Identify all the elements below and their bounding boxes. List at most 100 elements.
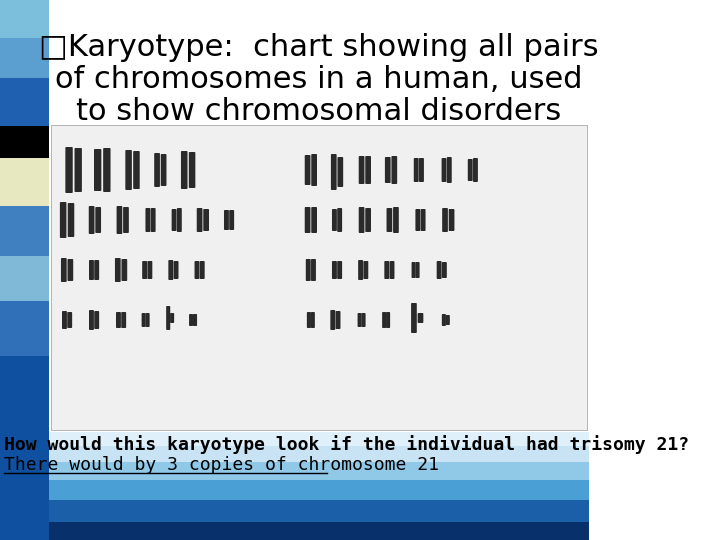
FancyBboxPatch shape xyxy=(364,261,369,279)
FancyBboxPatch shape xyxy=(189,314,193,326)
FancyBboxPatch shape xyxy=(161,154,166,186)
Bar xyxy=(0,432,589,446)
FancyBboxPatch shape xyxy=(442,208,448,232)
FancyBboxPatch shape xyxy=(393,207,399,233)
FancyBboxPatch shape xyxy=(385,157,391,183)
FancyBboxPatch shape xyxy=(419,158,424,182)
Text: How would this karyotype look if the individual had trisomy 21?: How would this karyotype look if the ind… xyxy=(4,435,689,455)
FancyBboxPatch shape xyxy=(122,259,127,281)
FancyBboxPatch shape xyxy=(359,156,364,184)
FancyBboxPatch shape xyxy=(142,261,147,279)
FancyBboxPatch shape xyxy=(89,310,94,330)
Bar xyxy=(0,0,49,38)
FancyBboxPatch shape xyxy=(197,208,202,232)
FancyBboxPatch shape xyxy=(171,209,176,231)
FancyBboxPatch shape xyxy=(68,259,73,281)
FancyBboxPatch shape xyxy=(123,207,129,233)
FancyBboxPatch shape xyxy=(330,310,336,330)
Bar xyxy=(0,126,49,158)
FancyBboxPatch shape xyxy=(305,155,310,185)
FancyBboxPatch shape xyxy=(311,312,315,328)
FancyBboxPatch shape xyxy=(133,151,140,189)
Bar xyxy=(49,0,589,432)
FancyBboxPatch shape xyxy=(66,147,73,193)
FancyBboxPatch shape xyxy=(382,312,386,328)
FancyBboxPatch shape xyxy=(121,312,126,328)
Text: to show chromosomal disorders: to show chromosomal disorders xyxy=(76,98,562,126)
Bar xyxy=(0,522,589,540)
Bar xyxy=(0,356,49,416)
FancyBboxPatch shape xyxy=(306,259,311,281)
FancyBboxPatch shape xyxy=(441,158,446,182)
FancyBboxPatch shape xyxy=(468,159,472,181)
FancyBboxPatch shape xyxy=(386,312,390,328)
FancyBboxPatch shape xyxy=(392,156,397,184)
FancyBboxPatch shape xyxy=(125,150,132,190)
FancyBboxPatch shape xyxy=(446,315,450,325)
FancyBboxPatch shape xyxy=(311,259,316,281)
FancyBboxPatch shape xyxy=(387,208,392,232)
FancyBboxPatch shape xyxy=(117,206,122,234)
FancyBboxPatch shape xyxy=(390,261,395,279)
FancyBboxPatch shape xyxy=(60,202,66,238)
FancyBboxPatch shape xyxy=(62,311,67,329)
FancyBboxPatch shape xyxy=(174,261,179,279)
Text: □Karyotype:  chart showing all pairs: □Karyotype: chart showing all pairs xyxy=(39,33,599,63)
Bar xyxy=(0,416,49,540)
FancyBboxPatch shape xyxy=(414,158,419,182)
FancyBboxPatch shape xyxy=(68,203,74,237)
FancyBboxPatch shape xyxy=(358,260,363,280)
Bar xyxy=(0,446,589,462)
FancyBboxPatch shape xyxy=(442,314,446,326)
FancyBboxPatch shape xyxy=(365,156,371,184)
FancyBboxPatch shape xyxy=(436,261,441,279)
FancyBboxPatch shape xyxy=(154,153,160,187)
FancyBboxPatch shape xyxy=(189,152,195,188)
Text: of chromosomes in a human, used: of chromosomes in a human, used xyxy=(55,65,582,94)
Text: There would by 3 copies of chromosome 21: There would by 3 copies of chromosome 21 xyxy=(4,456,439,474)
FancyBboxPatch shape xyxy=(89,206,94,234)
FancyBboxPatch shape xyxy=(473,158,478,182)
FancyBboxPatch shape xyxy=(332,261,337,279)
FancyBboxPatch shape xyxy=(418,313,423,323)
Bar xyxy=(0,158,49,206)
FancyBboxPatch shape xyxy=(115,258,121,282)
FancyBboxPatch shape xyxy=(94,260,99,280)
FancyBboxPatch shape xyxy=(384,261,390,279)
FancyBboxPatch shape xyxy=(415,209,420,231)
FancyBboxPatch shape xyxy=(361,313,366,327)
Bar xyxy=(0,500,589,522)
Bar xyxy=(0,301,49,356)
FancyBboxPatch shape xyxy=(142,313,145,327)
FancyBboxPatch shape xyxy=(307,312,311,328)
Bar xyxy=(0,38,49,78)
FancyBboxPatch shape xyxy=(94,149,102,191)
FancyBboxPatch shape xyxy=(116,312,121,328)
FancyBboxPatch shape xyxy=(148,261,153,279)
Bar xyxy=(50,125,588,430)
FancyBboxPatch shape xyxy=(359,207,364,233)
FancyBboxPatch shape xyxy=(170,313,174,323)
FancyBboxPatch shape xyxy=(145,208,150,232)
FancyBboxPatch shape xyxy=(365,208,371,232)
FancyBboxPatch shape xyxy=(193,314,197,326)
Bar xyxy=(0,78,49,126)
FancyBboxPatch shape xyxy=(305,207,310,233)
FancyBboxPatch shape xyxy=(420,209,426,231)
FancyBboxPatch shape xyxy=(181,151,187,189)
FancyBboxPatch shape xyxy=(229,210,234,230)
FancyBboxPatch shape xyxy=(336,311,341,329)
FancyBboxPatch shape xyxy=(150,208,156,232)
FancyBboxPatch shape xyxy=(337,208,342,232)
FancyBboxPatch shape xyxy=(67,312,72,328)
FancyBboxPatch shape xyxy=(412,262,415,278)
FancyBboxPatch shape xyxy=(447,157,451,183)
FancyBboxPatch shape xyxy=(311,154,317,186)
Bar xyxy=(0,462,589,480)
FancyBboxPatch shape xyxy=(332,209,337,231)
FancyBboxPatch shape xyxy=(61,258,67,282)
Bar xyxy=(0,256,49,301)
FancyBboxPatch shape xyxy=(168,260,174,280)
FancyBboxPatch shape xyxy=(358,313,361,327)
FancyBboxPatch shape xyxy=(203,209,209,231)
